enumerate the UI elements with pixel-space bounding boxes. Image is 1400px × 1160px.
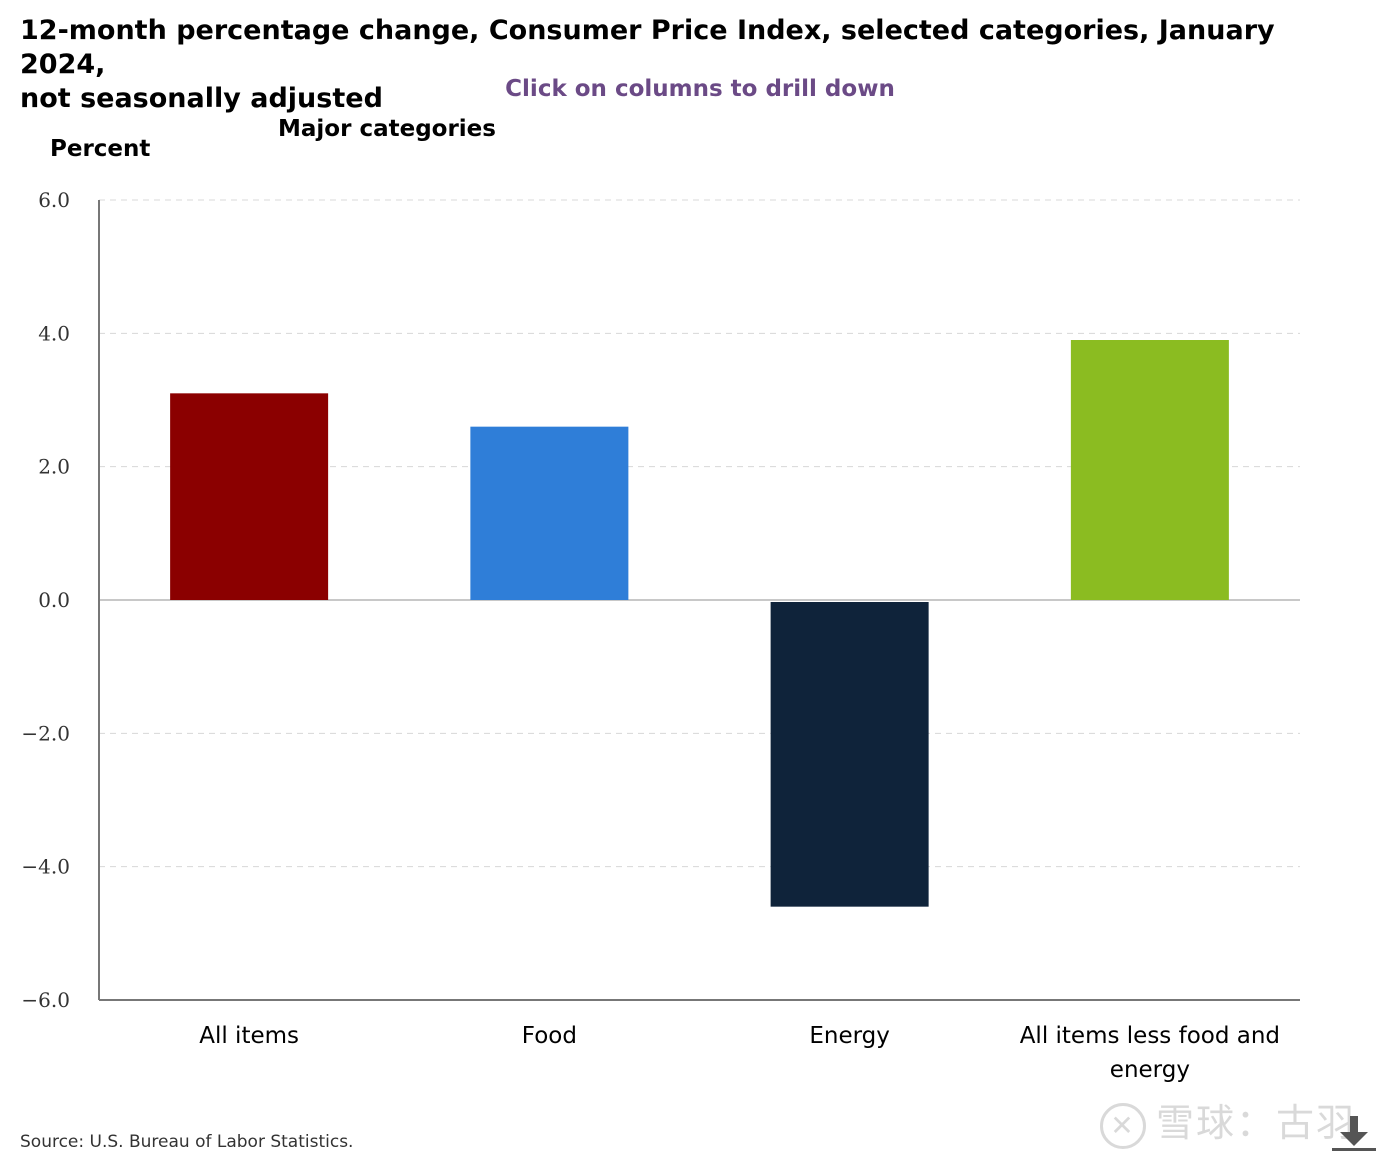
axes xyxy=(98,200,1300,1001)
y-tick-label: −6.0 xyxy=(21,988,70,1012)
category-labels: All items Food Energy All items less food a… xyxy=(199,1023,1280,1083)
category-label: All items less food and energy xyxy=(1020,1023,1280,1083)
y-tick-label: 4.0 xyxy=(38,321,70,345)
y-axis-label: Percent xyxy=(50,136,151,162)
drill-down-hint: Click on columns to drill down xyxy=(505,76,895,102)
y-tick-label: 6.0 xyxy=(38,188,70,212)
y-tick-label: 0.0 xyxy=(38,588,70,612)
y-tick-label: 2.0 xyxy=(38,455,70,479)
chart-subtitle: Major categories xyxy=(278,116,496,142)
watermark: ✕ 雪球：古羽 xyxy=(1100,1092,1356,1149)
chart-title-line-2: not seasonally adjusted xyxy=(20,83,383,114)
watermark-text: 雪球：古羽 xyxy=(1156,1101,1357,1145)
bar-energy[interactable] xyxy=(770,602,929,907)
chart-title-line-1: 12-month percentage change, Consumer Pri… xyxy=(20,15,1275,80)
bars xyxy=(170,340,1229,907)
y-tick-label: −4.0 xyxy=(21,855,70,879)
category-label: Energy xyxy=(809,1023,890,1049)
bar-all-items[interactable] xyxy=(170,393,329,600)
chart-title: 12-month percentage change, Consumer Pri… xyxy=(20,14,1320,116)
category-label: All items xyxy=(199,1023,299,1049)
y-tick-labels: 6.0 4.0 2.0 0.0 −2.0 −4.0 −6.0 xyxy=(21,188,70,1012)
watermark-logo-icon: ✕ xyxy=(1100,1102,1146,1149)
source-note: Source: U.S. Bureau of Labor Statistics. xyxy=(20,1132,354,1152)
bar-food[interactable] xyxy=(470,426,629,600)
bar-all-items-less-food-and-energy[interactable] xyxy=(1070,340,1229,600)
category-label: Food xyxy=(522,1023,577,1049)
download-icon[interactable] xyxy=(1332,1112,1376,1152)
y-tick-label: −2.0 xyxy=(21,721,70,745)
